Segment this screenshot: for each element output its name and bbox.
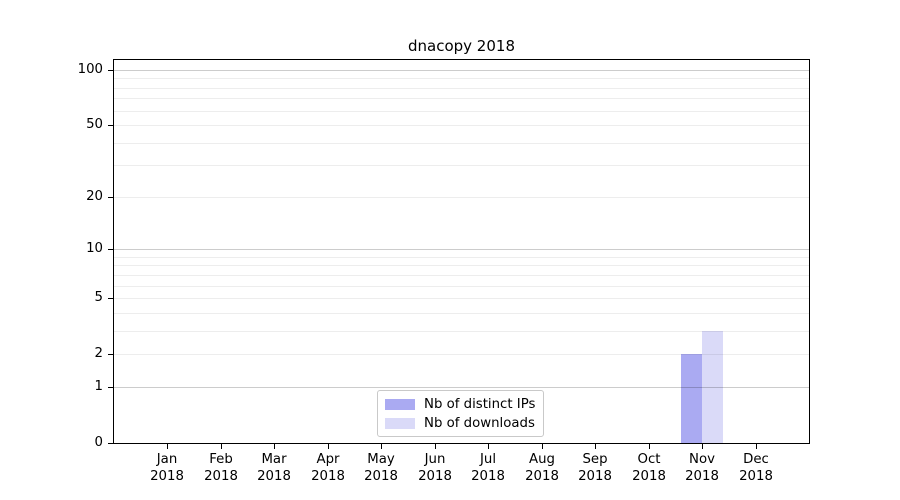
y-tick-label: 5 bbox=[94, 290, 103, 305]
x-tick-label: Sep 2018 bbox=[578, 452, 612, 484]
y-tick-label: 1 bbox=[94, 379, 103, 394]
y-tick-label: 50 bbox=[86, 117, 103, 132]
major-gridline bbox=[114, 249, 809, 250]
plot-area: Nb of distinct IPs Nb of downloads bbox=[113, 59, 810, 444]
x-tick-mark bbox=[274, 444, 275, 449]
y-tick-label: 100 bbox=[77, 62, 103, 77]
x-tick-label: Aug 2018 bbox=[525, 452, 559, 484]
y-tick-mark bbox=[108, 354, 113, 355]
legend-row-downloads: Nb of downloads bbox=[385, 416, 536, 431]
x-tick-label: Feb 2018 bbox=[204, 452, 238, 484]
legend-swatch-distinct-ips bbox=[385, 398, 415, 410]
x-tick-mark bbox=[488, 444, 489, 449]
minor-gridline bbox=[114, 111, 809, 112]
x-tick-label: Jun 2018 bbox=[418, 452, 452, 484]
minor-gridline bbox=[114, 257, 809, 258]
x-tick-mark bbox=[221, 444, 222, 449]
minor-gridline bbox=[114, 298, 809, 299]
x-tick-mark bbox=[328, 444, 329, 449]
x-tick-label: Jul 2018 bbox=[471, 452, 505, 484]
minor-gridline bbox=[114, 165, 809, 166]
y-tick-label: 2 bbox=[94, 346, 103, 361]
legend-row-distinct-ips: Nb of distinct IPs bbox=[385, 397, 536, 412]
y-tick-mark bbox=[108, 70, 113, 71]
minor-gridline bbox=[114, 78, 809, 79]
x-tick-mark bbox=[167, 444, 168, 449]
minor-gridline bbox=[114, 98, 809, 99]
x-tick-label: Jan 2018 bbox=[150, 452, 184, 484]
x-tick-label: Apr 2018 bbox=[311, 452, 345, 484]
minor-gridline bbox=[114, 275, 809, 276]
y-tick-label: 20 bbox=[86, 189, 103, 204]
minor-gridline bbox=[114, 197, 809, 198]
x-tick-mark bbox=[381, 444, 382, 449]
minor-gridline bbox=[114, 265, 809, 266]
legend-label-downloads: Nb of downloads bbox=[424, 415, 535, 431]
major-gridline bbox=[114, 387, 809, 388]
x-tick-label: Oct 2018 bbox=[632, 452, 666, 484]
major-gridline bbox=[114, 70, 809, 71]
legend-label-distinct-ips: Nb of distinct IPs bbox=[424, 396, 536, 412]
y-tick-label: 0 bbox=[94, 435, 103, 450]
y-tick-mark bbox=[108, 125, 113, 126]
x-tick-mark bbox=[702, 444, 703, 449]
bar-nb-of-distinct-ips bbox=[681, 354, 703, 443]
y-tick-mark bbox=[108, 249, 113, 250]
x-tick-label: May 2018 bbox=[364, 452, 398, 484]
chart-title: dnacopy 2018 bbox=[408, 37, 515, 55]
legend-swatch-downloads bbox=[385, 417, 415, 429]
minor-gridline bbox=[114, 286, 809, 287]
bar-nb-of-downloads bbox=[702, 330, 724, 443]
legend: Nb of distinct IPs Nb of downloads bbox=[377, 390, 544, 437]
minor-gridline bbox=[114, 354, 809, 355]
minor-gridline bbox=[114, 313, 809, 314]
x-tick-mark bbox=[542, 444, 543, 449]
x-tick-label: Dec 2018 bbox=[739, 452, 773, 484]
y-tick-label: 10 bbox=[86, 241, 103, 256]
y-tick-mark bbox=[108, 387, 113, 388]
minor-gridline bbox=[114, 125, 809, 126]
minor-gridline bbox=[114, 331, 809, 332]
y-tick-mark bbox=[108, 197, 113, 198]
x-tick-mark bbox=[595, 444, 596, 449]
minor-gridline bbox=[114, 143, 809, 144]
x-tick-mark bbox=[435, 444, 436, 449]
x-tick-label: Nov 2018 bbox=[685, 452, 719, 484]
x-tick-mark bbox=[756, 444, 757, 449]
y-tick-mark bbox=[108, 443, 113, 444]
minor-gridline bbox=[114, 88, 809, 89]
y-tick-mark bbox=[108, 298, 113, 299]
x-tick-label: Mar 2018 bbox=[257, 452, 291, 484]
x-tick-mark bbox=[649, 444, 650, 449]
